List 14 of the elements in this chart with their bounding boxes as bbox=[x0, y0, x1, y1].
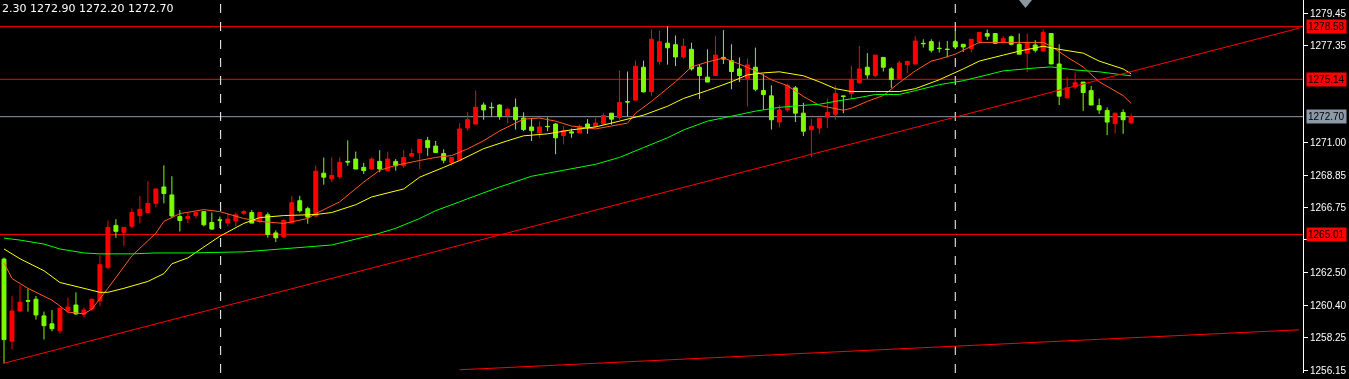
y-tick-label: 1260.40 bbox=[1310, 299, 1347, 311]
y-tick-label: 1256.15 bbox=[1310, 364, 1347, 376]
ref-line-label: 1272.70 bbox=[1308, 111, 1345, 122]
y-tick-label: 1258.25 bbox=[1310, 332, 1347, 344]
y-tick-label: 1268.85 bbox=[1310, 170, 1347, 182]
ref-line-label: 1265.01 bbox=[1308, 229, 1345, 240]
ref-line-label: 1275.14 bbox=[1308, 74, 1345, 85]
y-tick-label: 1271.00 bbox=[1310, 137, 1347, 149]
y-tick-label: 1279.45 bbox=[1310, 7, 1347, 19]
annotation: 2.30 1272.90 1272.20 1272.70 bbox=[2, 2, 174, 15]
y-tick-label: 1277.35 bbox=[1310, 39, 1347, 51]
y-tick-label: 1262.50 bbox=[1310, 267, 1347, 279]
ref-line-label: 1278.58 bbox=[1308, 21, 1345, 32]
y-tick-label: 1266.75 bbox=[1310, 202, 1347, 214]
